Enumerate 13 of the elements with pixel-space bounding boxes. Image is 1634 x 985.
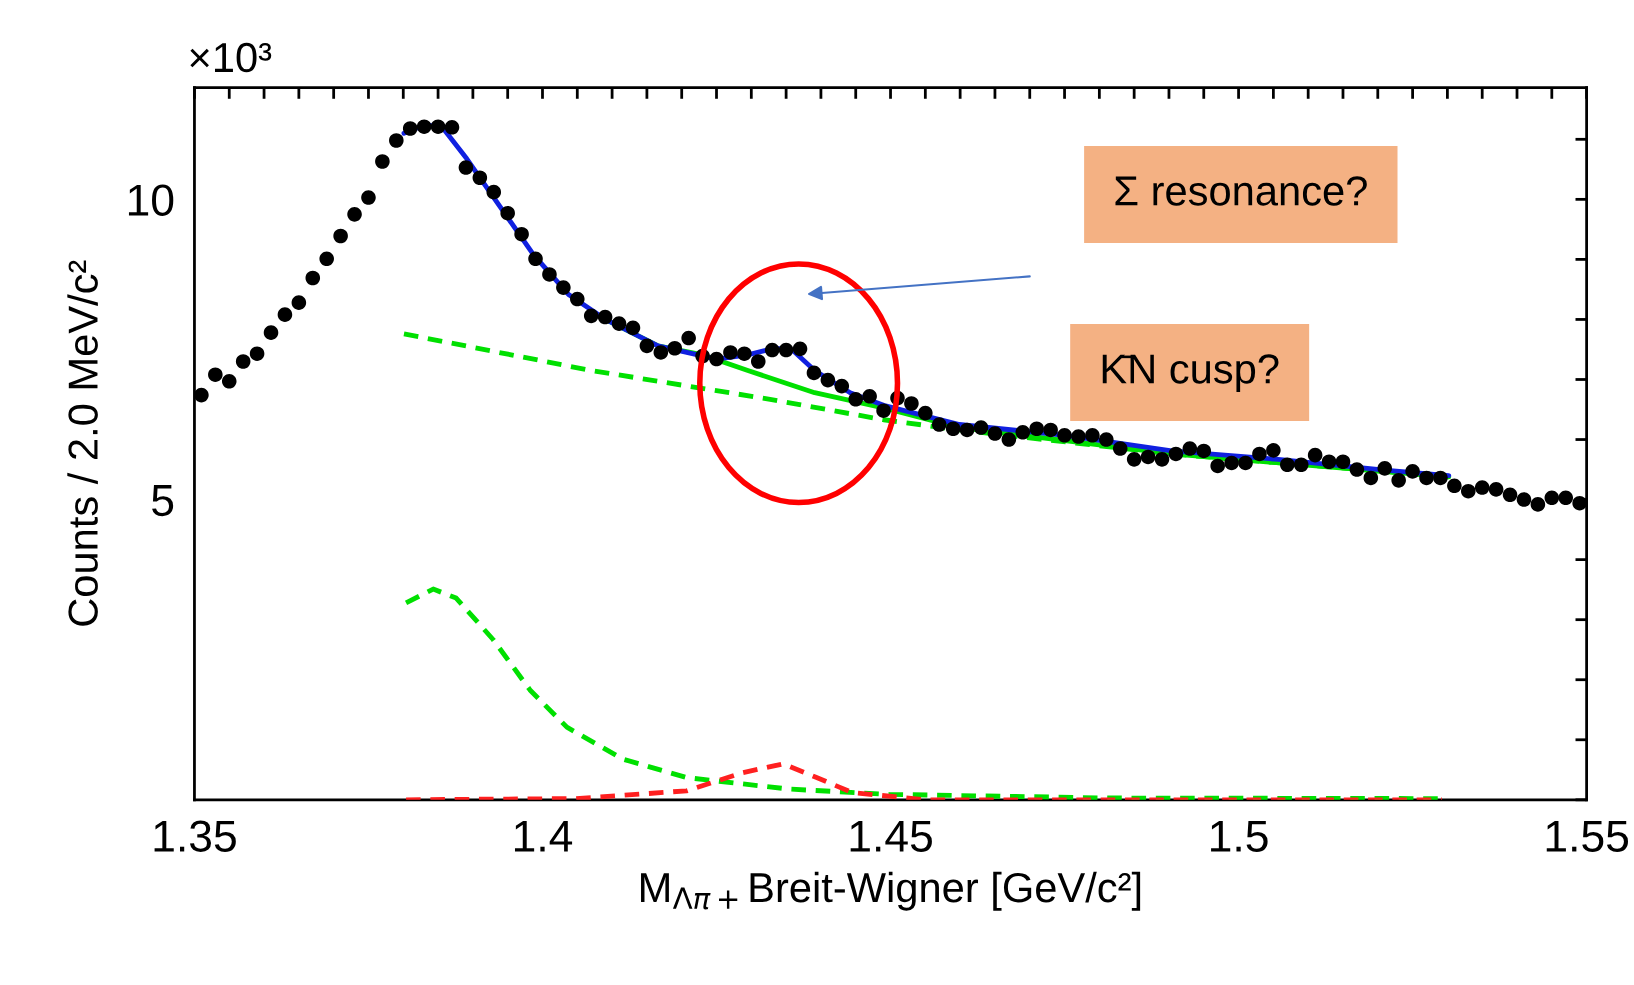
x-axis-title: M$_{Λπ+}$Breit-Wigner [GeV/c²] xyxy=(641,871,1141,911)
y-tick-label: 10 xyxy=(128,184,174,216)
annotation: K̄N cusp? xyxy=(1102,354,1279,392)
y-axis-title: Counts / 2.0 MeV/c² xyxy=(67,260,98,626)
x-tick-label: 1.5 xyxy=(1211,820,1268,852)
line-series xyxy=(403,761,1445,800)
x-tick-label: 1.35 xyxy=(154,820,236,852)
y-tick-label: 5 xyxy=(152,485,174,517)
x-tick-label: 1.45 xyxy=(850,820,932,852)
annotation: Σ resonance? xyxy=(1115,176,1367,206)
x-tick-label: 1.55 xyxy=(1546,820,1629,852)
x-tick-label: 1.4 xyxy=(514,820,573,852)
text: ×10³ xyxy=(190,42,272,73)
